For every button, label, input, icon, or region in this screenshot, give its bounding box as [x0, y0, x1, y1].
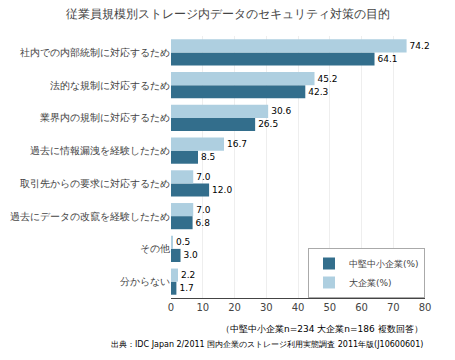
svg-text:8.5: 8.5 — [201, 152, 215, 162]
svg-text:12.0: 12.0 — [212, 185, 232, 195]
svg-text:74.2: 74.2 — [410, 41, 430, 51]
svg-text:7.0: 7.0 — [196, 205, 211, 215]
svg-text:（中堅中小企業n=234 大企業n=186 複数回答）: （中堅中小企業n=234 大企業n=186 複数回答） — [221, 324, 423, 334]
svg-text:社内での内部統制に対応するため: 社内での内部統制に対応するため — [20, 47, 170, 58]
svg-text:従業員規模別ストレージ内データのセキュリティ対策の目的: 従業員規模別ストレージ内データのセキュリティ対策の目的 — [66, 7, 390, 21]
svg-text:26.5: 26.5 — [258, 119, 278, 129]
svg-text:0.5: 0.5 — [176, 237, 190, 247]
svg-text:過去にデータの改竄を経験したため: 過去にデータの改竄を経験したため — [10, 211, 170, 222]
svg-text:20: 20 — [228, 302, 241, 313]
svg-text:1.7: 1.7 — [179, 283, 193, 293]
svg-text:50: 50 — [323, 302, 336, 313]
svg-text:10: 10 — [196, 302, 209, 313]
svg-text:64.1: 64.1 — [378, 54, 398, 64]
svg-text:0: 0 — [168, 302, 174, 313]
svg-text:取引先からの要求に対応するため: 取引先からの要求に対応するため — [20, 178, 170, 189]
svg-text:2.2: 2.2 — [181, 270, 195, 280]
svg-text:3.0: 3.0 — [184, 250, 199, 260]
svg-text:70: 70 — [387, 302, 400, 313]
svg-text:7.0: 7.0 — [196, 172, 211, 182]
svg-text:分からない: 分からない — [120, 276, 170, 287]
svg-text:30: 30 — [260, 302, 273, 313]
svg-text:業界内の規制に対応するため: 業界内の規制に対応するため — [40, 112, 170, 123]
svg-text:出典：IDC Japan 2/2011 国内企業のストレージ: 出典：IDC Japan 2/2011 国内企業のストレージ利用実態調査 201… — [111, 340, 423, 349]
svg-text:法的な規制に対応するため: 法的な規制に対応するため — [50, 80, 170, 91]
svg-text:80: 80 — [419, 302, 432, 313]
svg-text:6.8: 6.8 — [196, 218, 211, 228]
svg-text:45.2: 45.2 — [318, 74, 338, 84]
svg-text:42.3: 42.3 — [308, 87, 328, 97]
svg-text:16.7: 16.7 — [227, 139, 247, 149]
svg-text:中堅中小企業(%): 中堅中小企業(%) — [349, 259, 419, 269]
svg-text:その他: その他 — [140, 243, 170, 254]
svg-text:40: 40 — [292, 302, 305, 313]
svg-text:過去に情報漏洩を経験したため: 過去に情報漏洩を経験したため — [30, 145, 170, 156]
svg-text:60: 60 — [355, 302, 368, 313]
svg-text:30.6: 30.6 — [271, 106, 291, 116]
svg-text:大企業(%): 大企業(%) — [349, 278, 392, 288]
